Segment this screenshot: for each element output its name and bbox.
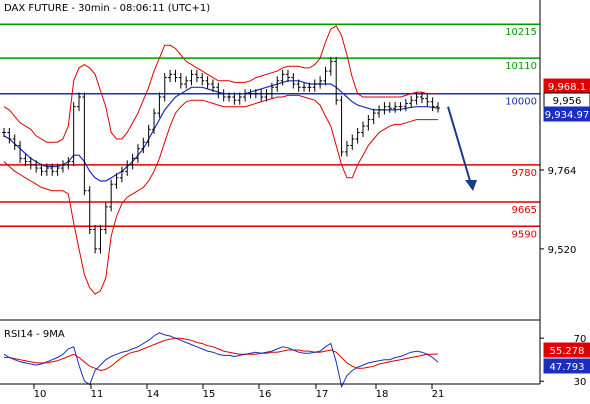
rsi-badge-ma: 55.278 <box>550 346 585 357</box>
rsi-y-tick-label-70: 70 <box>574 334 587 345</box>
x-tick-label-14: 14 <box>147 389 160 400</box>
level-label-10000: 10000 <box>505 97 537 108</box>
x-tick-label-21: 21 <box>432 389 445 400</box>
level-label-9665: 9665 <box>512 205 537 216</box>
x-tick-label-15: 15 <box>203 389 216 400</box>
rsi-line <box>3 332 439 389</box>
projection-arrow-line <box>447 106 472 185</box>
x-tick-label-17: 17 <box>316 389 329 400</box>
x-tick-label-18: 18 <box>376 389 389 400</box>
bollinger-upper-line <box>3 25 438 143</box>
price-badge-ma-bg <box>543 106 590 122</box>
x-tick-label-11: 11 <box>91 389 104 400</box>
price-badge-current: 9,956 <box>553 96 582 107</box>
moving-average-line <box>3 80 439 182</box>
badge-layer: 9,968.1 9,956 9,934.97 55.278 47.793 <box>543 78 590 374</box>
projection-arrow-head <box>465 180 477 191</box>
level-label-9780: 9780 <box>512 168 537 179</box>
price-y-tick-label-9,520: 9,520 <box>548 245 577 256</box>
price-panel: DAX FUTURE - 30min - 08:06:11 (UTC+1) <box>0 0 540 320</box>
price-layer <box>2 56 477 254</box>
level-label-9590: 9590 <box>512 229 537 240</box>
rsi-title: RSI14 - 9MA <box>4 329 65 340</box>
x-tick-label-10: 10 <box>34 389 47 400</box>
level-label-10110: 10110 <box>505 61 537 72</box>
rsi-badge-value: 47.793 <box>550 362 585 373</box>
rsi-badge-ma-bg <box>543 342 590 358</box>
price-y-tick-label-9,764: 9,764 <box>548 166 577 177</box>
rsi-layer: RSI14 - 9MA <box>3 329 439 389</box>
price-badge-high: 9,968.1 <box>548 82 586 93</box>
rsi-y-tick-label-30: 30 <box>574 377 587 388</box>
bands-layer <box>3 25 439 295</box>
chart-title: DAX FUTURE - 30min - 08:06:11 (UTC+1) <box>4 3 210 14</box>
x-tick-label-16: 16 <box>259 389 272 400</box>
rsi-badge-value-bg <box>543 358 590 374</box>
price-plot-area <box>0 0 540 320</box>
bollinger-lower-line <box>3 94 438 295</box>
level-label-10215: 10215 <box>505 27 537 38</box>
price-badge-ma: 9,934.97 <box>545 110 590 121</box>
